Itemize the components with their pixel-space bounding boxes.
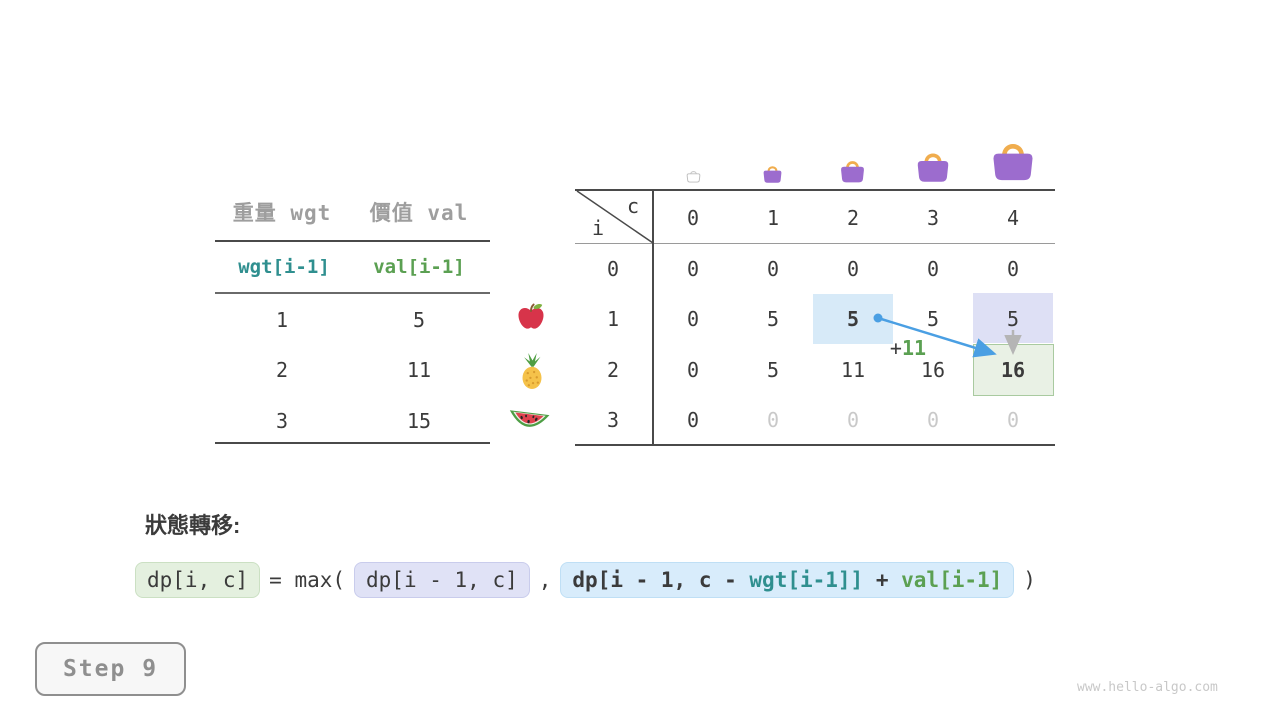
dp-cell: 0 — [766, 408, 780, 432]
dp-col-header: 1 — [766, 206, 780, 230]
transition-formula: dp[i, c] = max( dp[i - 1, c] , dp[i - 1,… — [135, 562, 1036, 598]
bag-outline-icon — [686, 168, 701, 183]
bag-icon — [915, 148, 951, 184]
step-badge[interactable]: Step 9 — [35, 642, 186, 696]
dp-corner-col-label: c — [626, 194, 640, 218]
items-header-weight: 重量 wgt — [232, 201, 332, 225]
dp-row-header: 1 — [606, 307, 620, 331]
items-table-divider — [215, 292, 490, 294]
dp-cell: 0 — [846, 257, 860, 281]
item-value: 11 — [406, 358, 432, 382]
item-weight: 1 — [275, 308, 289, 332]
dp-corner-row-label: i — [591, 216, 605, 240]
dp-cell: 11 — [840, 358, 866, 382]
formula-result-box: dp[i, c] — [135, 562, 261, 598]
dp-cell: 5 — [926, 307, 940, 331]
dp-table-top-border — [575, 189, 1055, 191]
pineapple-icon — [514, 352, 550, 390]
bag-icon — [839, 157, 866, 184]
items-table-divider — [215, 240, 490, 242]
item-weight: 3 — [275, 409, 289, 433]
dp-corner-diagonal — [576, 190, 654, 244]
add-value-annotation: +11 — [890, 336, 926, 360]
step-label: Step 9 — [62, 656, 159, 682]
take-val-term: val[i-1] — [901, 568, 1003, 592]
items-header-value: 價值 val — [369, 201, 469, 225]
formula-eq-max: = max( — [269, 568, 346, 592]
dp-cell: 0 — [846, 408, 860, 432]
dp-cell: 5 — [766, 358, 780, 382]
watermelon-icon — [508, 405, 550, 435]
dp-row-header: 2 — [606, 358, 620, 382]
items-index-val: val[i-1] — [373, 256, 465, 278]
dp-col-header: 3 — [926, 206, 940, 230]
dp-row-header: 0 — [606, 257, 620, 281]
items-table-divider — [215, 442, 490, 444]
take-wgt-term: wgt[i-1]] — [749, 568, 864, 592]
dp-cell: 0 — [686, 257, 700, 281]
dp-cell-source: 5 — [846, 307, 860, 331]
dp-cell: 0 — [686, 358, 700, 382]
bag-icon — [762, 163, 783, 184]
dp-table-bottom-border — [575, 444, 1055, 446]
dp-table-vertical-divider — [652, 189, 654, 446]
dp-cell: 0 — [1006, 257, 1020, 281]
dp-col-header: 4 — [1006, 206, 1020, 230]
item-value: 15 — [406, 409, 432, 433]
dp-cell: 16 — [920, 358, 946, 382]
dp-cell: 0 — [686, 307, 700, 331]
watermark: www.hello-algo.com — [1077, 680, 1218, 695]
items-index-wgt: wgt[i-1] — [238, 256, 330, 278]
take-prefix: dp[i - 1, c - — [572, 568, 750, 592]
dp-col-header: 2 — [846, 206, 860, 230]
dp-row-header: 3 — [606, 408, 620, 432]
dp-cell: 0 — [926, 257, 940, 281]
formula-keep-box: dp[i - 1, c] — [354, 562, 530, 598]
dp-col-header: 0 — [686, 206, 700, 230]
dp-table-header-divider — [575, 243, 1055, 244]
dp-cell: 5 — [766, 307, 780, 331]
added-value: 11 — [901, 336, 927, 360]
bag-icon — [990, 137, 1036, 183]
dp-cell: 5 — [1006, 307, 1020, 331]
apple-icon — [515, 300, 547, 332]
item-weight: 2 — [275, 358, 289, 382]
dp-cell: 0 — [1006, 408, 1020, 432]
plus-sign: + — [889, 336, 902, 360]
dp-cell: 0 — [686, 408, 700, 432]
formula-comma: , — [538, 568, 552, 592]
take-plus: + — [863, 568, 902, 592]
formula-close-paren: ) — [1023, 568, 1036, 592]
dp-cell: 0 — [926, 408, 940, 432]
transition-label: 狀態轉移: — [145, 513, 241, 538]
dp-cell: 0 — [766, 257, 780, 281]
dp-cell-current: 16 — [1000, 358, 1026, 382]
item-value: 5 — [412, 308, 426, 332]
formula-take-box: dp[i - 1, c - wgt[i-1]] + val[i-1] — [560, 562, 1015, 598]
